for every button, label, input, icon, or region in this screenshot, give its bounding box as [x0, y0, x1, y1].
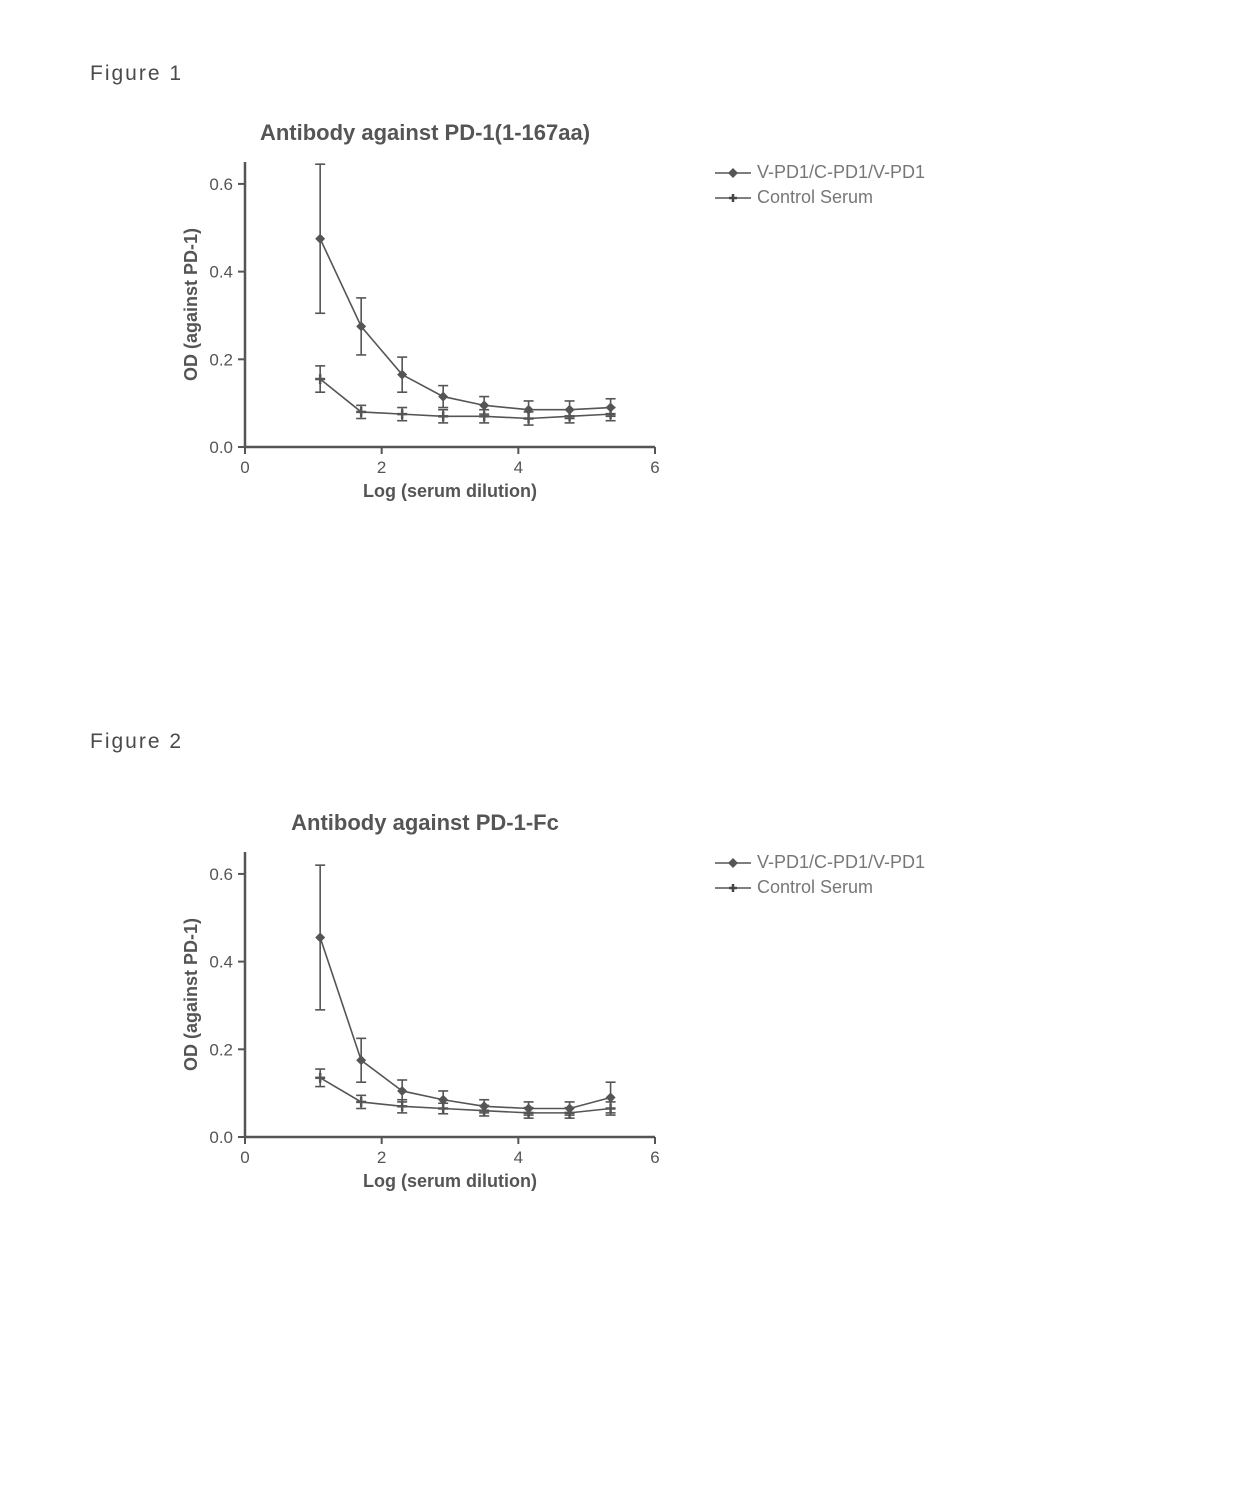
legend-label-1: V-PD1/C-PD1/V-PD1 — [757, 852, 925, 873]
svg-text:0.2: 0.2 — [209, 1040, 233, 1059]
legend-item-series1: V-PD1/C-PD1/V-PD1 — [715, 162, 925, 183]
diamond-marker-icon — [715, 856, 751, 870]
legend-label-1: V-PD1/C-PD1/V-PD1 — [757, 162, 925, 183]
figure1-chart-row: 0 2 4 6 0.0 0.2 0.4 0.6 Log (serum dilution) OD (… — [175, 152, 925, 532]
figure1-chart-block: Antibody against PD-1(1-167aa) 0 2 4 6 0.0 0.… — [175, 120, 925, 532]
figure2-chart-row: 0 2 4 6 0.0 0.2 0.4 0.6 Log (serum dilution) OD (… — [175, 842, 925, 1222]
svg-text:Log (serum dilution): Log (serum dilution) — [363, 481, 537, 501]
svg-text:Log (serum dilution): Log (serum dilution) — [363, 1171, 537, 1191]
figure1-legend: V-PD1/C-PD1/V-PD1 Control Serum — [715, 162, 925, 212]
svg-text:6: 6 — [650, 458, 659, 477]
legend-item-series2: Control Serum — [715, 187, 925, 208]
legend-item-series2: Control Serum — [715, 877, 925, 898]
svg-text:0.2: 0.2 — [209, 350, 233, 369]
figure2-legend: V-PD1/C-PD1/V-PD1 Control Serum — [715, 852, 925, 902]
legend-item-series1: V-PD1/C-PD1/V-PD1 — [715, 852, 925, 873]
figure2-label-text: Figure 2 — [90, 730, 183, 753]
legend-label-2: Control Serum — [757, 877, 873, 898]
svg-text:0: 0 — [240, 458, 249, 477]
svg-text:4: 4 — [514, 458, 523, 477]
plus-marker-icon — [715, 191, 751, 205]
diamond-marker-icon — [715, 166, 751, 180]
figure2-label: Figure 2 — [90, 730, 183, 754]
figure2-chart-title: Antibody against PD-1-Fc — [175, 810, 675, 836]
svg-text:6: 6 — [650, 1148, 659, 1167]
svg-text:OD (against PD-1): OD (against PD-1) — [181, 228, 201, 381]
plus-marker-icon — [715, 881, 751, 895]
svg-text:0.6: 0.6 — [209, 175, 233, 194]
figure1-chart-svg: 0 2 4 6 0.0 0.2 0.4 0.6 Log (serum dilution) OD (… — [175, 152, 675, 532]
svg-text:0.0: 0.0 — [209, 438, 233, 457]
svg-text:0: 0 — [240, 1148, 249, 1167]
legend-label-2: Control Serum — [757, 187, 873, 208]
svg-text:0.4: 0.4 — [209, 953, 233, 972]
svg-text:0.6: 0.6 — [209, 865, 233, 884]
page: Figure 1 Antibody against PD-1(1-167aa) … — [0, 0, 1240, 1495]
svg-text:0.0: 0.0 — [209, 1128, 233, 1147]
svg-text:OD (against PD-1): OD (against PD-1) — [181, 918, 201, 1071]
svg-text:0.4: 0.4 — [209, 263, 233, 282]
svg-text:2: 2 — [377, 458, 386, 477]
figure1-chart-title: Antibody against PD-1(1-167aa) — [175, 120, 675, 146]
svg-text:4: 4 — [514, 1148, 523, 1167]
figure2-chart-svg: 0 2 4 6 0.0 0.2 0.4 0.6 Log (serum dilution) OD (… — [175, 842, 675, 1222]
figure1-label: Figure 1 — [90, 62, 183, 86]
figure2-chart-block: Antibody against PD-1-Fc 0 2 4 6 0.0 0.2 0.4 0.… — [175, 810, 925, 1222]
svg-text:2: 2 — [377, 1148, 386, 1167]
figure1-label-text: Figure 1 — [90, 62, 183, 85]
